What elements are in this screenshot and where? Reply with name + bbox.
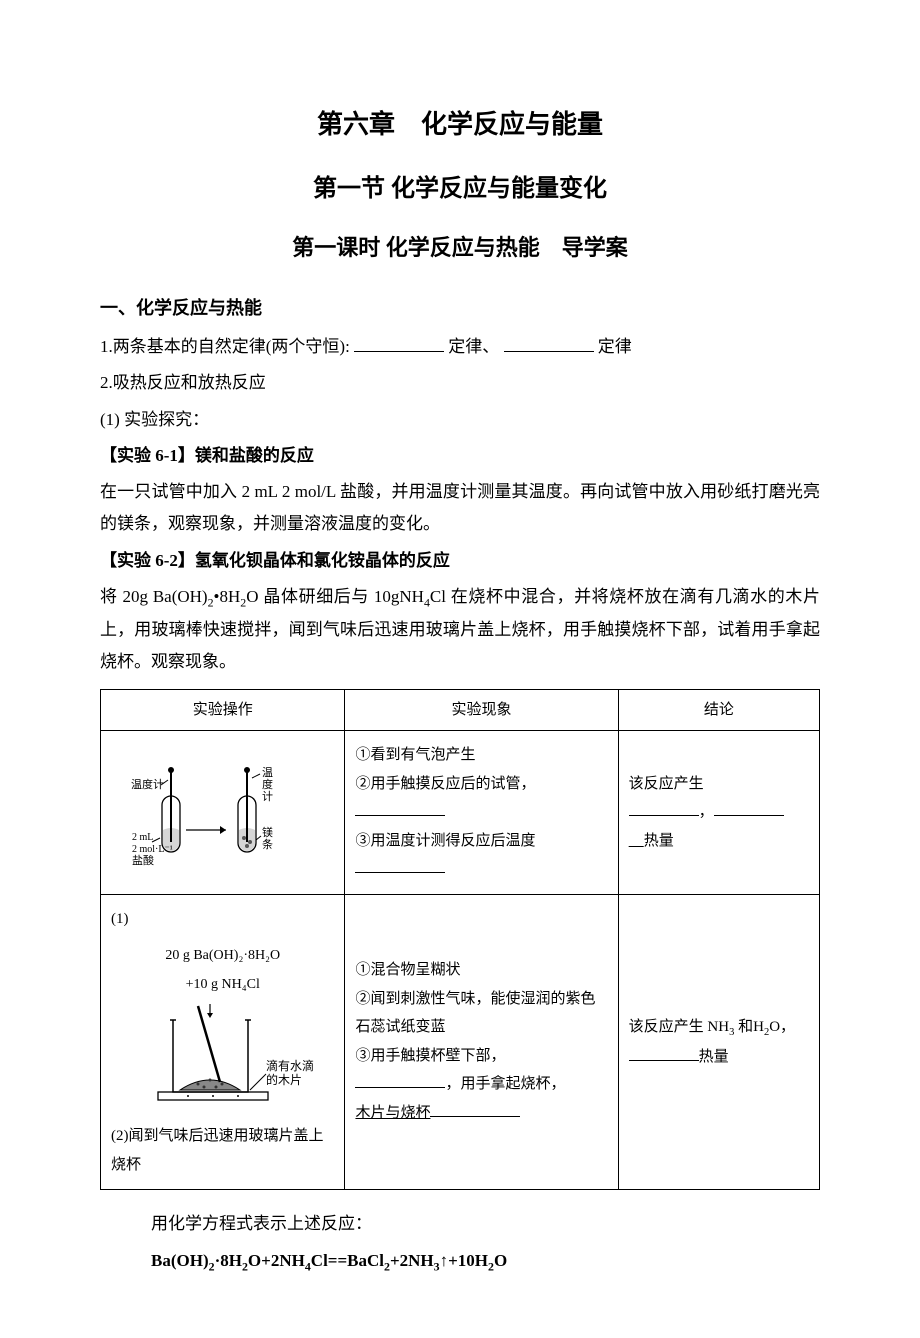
svg-text:度: 度 (262, 777, 273, 791)
svg-text:2 mL: 2 mL (132, 832, 153, 843)
section-title: 第一节 化学反应与能量变化 (100, 167, 820, 213)
exp2-body-b: •8H (214, 587, 241, 606)
th-operation: 实验操作 (101, 689, 345, 731)
exp1-label: 【实验 6-1】 (100, 446, 195, 465)
experiment-table: 实验操作 实验现象 结论 温度计 (100, 689, 820, 1191)
law-text-a: 1.两条基本的自然定律(两个守恒): (100, 337, 350, 356)
r2-c-d: 热量 (699, 1049, 729, 1065)
th-phenomena: 实验现象 (345, 689, 618, 731)
r1-p3: ③用温度计测得反应后温度 (355, 827, 607, 856)
r1-p1: ①看到有气泡产生 (355, 741, 607, 770)
r2-lab-b: +10 g NH₄Cl (111, 972, 334, 999)
row2-conclusion: 该反应产生 NH3 和H2O，热量 (618, 894, 819, 1190)
row1-phenomena: ①看到有气泡产生 ②用手触摸反应后的试管， ③用温度计测得反应后温度 (345, 731, 618, 895)
svg-text:条: 条 (262, 837, 273, 851)
r2-c-b: 和H (734, 1019, 764, 1035)
line-2: 2.吸热反应和放热反应 (100, 367, 820, 399)
row1-diagram: 温度计 温 度 (111, 742, 334, 882)
exp2-body-a: 将 20g Ba(OH) (100, 587, 208, 606)
law-text-b: 定律、 (448, 337, 499, 356)
eq-g: O (494, 1251, 507, 1270)
r2-op-prefix: (1) (111, 905, 334, 934)
r2-c-c: O， (769, 1019, 795, 1035)
blank-r2-p3a (355, 1072, 445, 1089)
table-row: 温度计 温 度 (101, 731, 820, 895)
blank-r1-p2 (355, 800, 445, 817)
eq-c: O+2NH (248, 1251, 305, 1270)
heading-one: 一、化学反应与热能 (100, 291, 820, 325)
r1-c-underline (629, 833, 644, 849)
th-conclusion: 结论 (618, 689, 819, 731)
r2-lab-a: 20 g Ba(OH)₂·8H₂O (111, 943, 334, 970)
experiment-1-heading: 【实验 6-1】镁和盐酸的反应 (100, 440, 820, 472)
law-text-c: 定律 (598, 337, 632, 356)
chapter-title: 第六章 化学反应与能量 (100, 100, 820, 149)
r2-p1: ①混合物呈糊状 (355, 956, 607, 985)
row2-diagram: 20 g Ba(OH)₂·8H₂O +10 g NH₄Cl (111, 933, 334, 1122)
r2-p2: ②闻到刺激性气味，能使湿润的紫色石蕊试纸变蓝 (355, 985, 607, 1042)
exp2-title: 氢氧化钡晶体和氯化铵晶体的反应 (195, 551, 450, 570)
table-row: (1) 20 g Ba(OH)₂·8H₂O +10 g NH₄Cl (101, 894, 820, 1190)
r1-c-a: 该反应产生 (629, 770, 809, 799)
svg-text:的木片: 的木片 (266, 1072, 302, 1087)
law-line: 1.两条基本的自然定律(两个守恒): 定律、 定律 (100, 331, 820, 363)
blank-law-1 (354, 333, 444, 352)
svg-text:盐酸: 盐酸 (132, 853, 154, 867)
eq-a: Ba(OH) (151, 1251, 209, 1270)
svg-text:滴有水滴: 滴有水滴 (266, 1058, 314, 1073)
r2-p3: ③用手触摸杯壁下部， (355, 1042, 607, 1071)
r1-c-b: ， (699, 804, 714, 820)
r2-p3a: ③用手触摸杯壁下部， (355, 1048, 505, 1064)
blank-r1-p3 (355, 857, 445, 874)
table-header-row: 实验操作 实验现象 结论 (101, 689, 820, 731)
r2-op-2: (2)闻到气味后迅速用玻璃片盖上烧杯 (111, 1122, 334, 1179)
r2-c: 该反应产生 NH3 和H2O，热量 (629, 1013, 809, 1071)
svg-text:2 mol·L⁻¹: 2 mol·L⁻¹ (132, 844, 173, 855)
r1-p3-text: ③用温度计测得反应后温度 (355, 833, 535, 849)
r2-c-a: 该反应产生 NH (629, 1019, 729, 1035)
svg-text:计: 计 (262, 790, 273, 803)
eq-b: ·8H (215, 1251, 242, 1270)
blank-r1-c1 (629, 800, 699, 817)
exp2-label: 【实验 6-2】 (100, 551, 195, 570)
blank-r2-c (629, 1044, 699, 1061)
blank-r1-c2 (714, 800, 784, 817)
period-title: 第一课时 化学反应与热能 导学案 (100, 227, 820, 269)
exp1-body: 在一只试管中加入 2 mL 2 mol/L 盐酸，并用温度计测量其温度。再向试管… (100, 476, 820, 541)
r1-p2: ②用手触摸反应后的试管， (355, 770, 607, 799)
row1-conclusion: 该反应产生 ， 热量 (618, 731, 819, 895)
svg-label-temp1: 温度计 (131, 777, 164, 791)
chemical-equation: Ba(OH)2·8H2O+2NH4Cl==BaCl2+2NH3↑+10H2O (151, 1245, 820, 1278)
eq-d: Cl==BaCl (311, 1251, 384, 1270)
blank-r2-p3c (430, 1100, 520, 1117)
exp1-title: 镁和盐酸的反应 (195, 446, 314, 465)
blank-law-2 (504, 333, 594, 352)
row2-phenomena: ①混合物呈糊状 ②闻到刺激性气味，能使湿润的紫色石蕊试纸变蓝 ③用手触摸杯壁下部… (345, 894, 618, 1190)
row2-operation: (1) 20 g Ba(OH)₂·8H₂O +10 g NH₄Cl (101, 894, 345, 1190)
r2-p3c: 木片与烧杯 (355, 1105, 430, 1121)
exp2-body-c: O 晶体研细后与 10gNH (246, 587, 424, 606)
svg-label-temp2a: 温 (262, 766, 273, 779)
r1-c-c: 热量 (644, 833, 674, 849)
svg-text:镁: 镁 (262, 825, 273, 839)
experiment-2-heading: 【实验 6-2】氢氧化钡晶体和氯化铵晶体的反应 (100, 545, 820, 577)
eq-e: +2NH (390, 1251, 434, 1270)
line-3: (1) 实验探究： (100, 404, 820, 436)
row1-operation: 温度计 温 度 (101, 731, 345, 895)
after-table-text: 用化学方程式表示上述反应： (151, 1208, 820, 1240)
eq-f: ↑+10H (440, 1251, 488, 1270)
exp2-body: 将 20g Ba(OH)2•8H2O 晶体研细后与 10gNH4Cl 在烧杯中混… (100, 581, 820, 679)
r2-p3b: ，用手拿起烧杯， (445, 1076, 565, 1092)
